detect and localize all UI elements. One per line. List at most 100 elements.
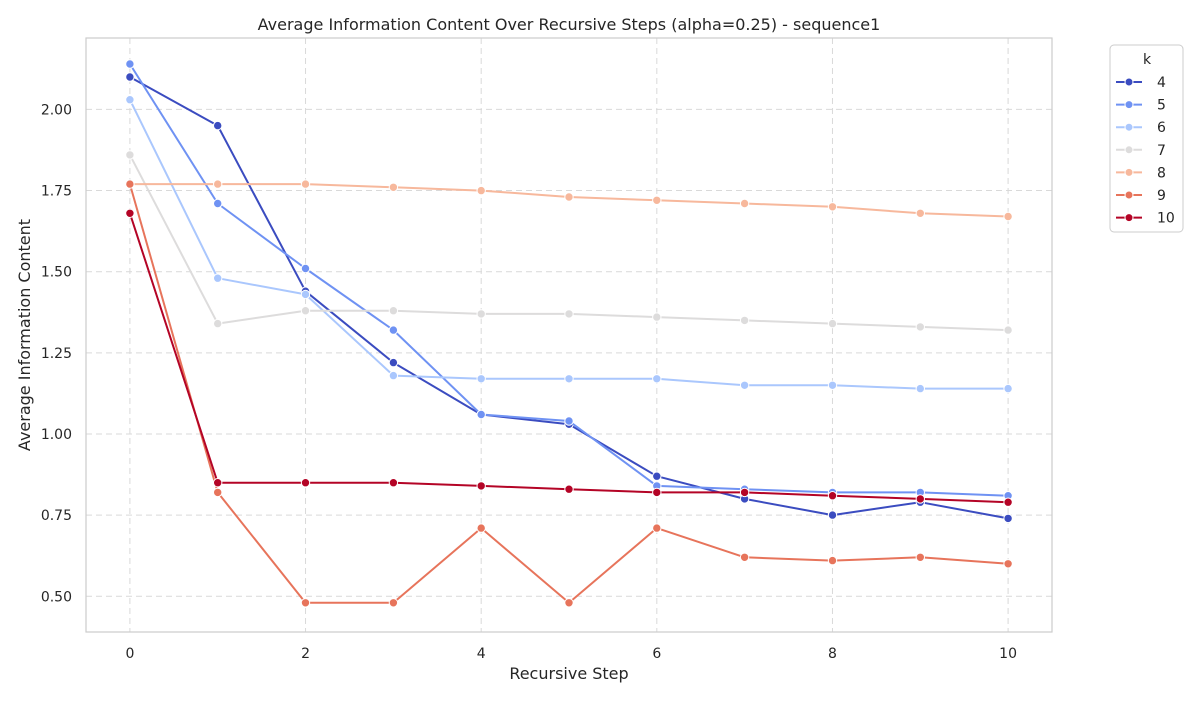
legend-marker	[1124, 122, 1134, 132]
data-point	[739, 552, 750, 562]
data-point	[213, 179, 223, 189]
plot-area-frame	[85, 37, 1053, 633]
data-point	[125, 95, 135, 105]
grid	[86, 38, 1052, 632]
data-point	[564, 416, 574, 426]
data-point	[300, 306, 311, 316]
legend-item-7: 7	[1116, 143, 1166, 159]
y-tick-label: 0.75	[41, 508, 72, 524]
series-line	[128, 183, 1009, 604]
data-point	[827, 491, 838, 501]
data-point	[125, 150, 135, 160]
data-point	[915, 552, 925, 562]
tick-labels: 0 2 4 6 8 10 0.50 0.75 1.00 1.25 1.50 1.75 2.00	[41, 102, 1017, 662]
data-point	[213, 120, 223, 131]
legend-marker	[1124, 167, 1134, 177]
legend-label: 10	[1157, 211, 1175, 227]
x-tick-label: 2	[301, 646, 310, 662]
data-point	[125, 179, 135, 189]
data-point	[739, 198, 750, 209]
data-point	[739, 315, 750, 326]
series-k-9	[125, 179, 1013, 608]
data-point	[125, 72, 135, 82]
y-axis-label: Average Information Content	[15, 219, 34, 451]
data-point	[388, 357, 399, 368]
data-point	[300, 263, 311, 274]
x-tick-label: 6	[652, 646, 661, 662]
x-tick-label: 10	[999, 646, 1017, 662]
data-point	[213, 318, 223, 329]
legend-marker	[1124, 100, 1134, 110]
legend-items: 4 5 6 7 8 9 10	[1116, 75, 1175, 227]
legend-item-6: 6	[1116, 120, 1166, 136]
y-tick-label: 1.50	[41, 265, 72, 281]
series-k-10	[125, 208, 1013, 507]
legend-marker	[1124, 190, 1134, 200]
data-point	[1003, 211, 1013, 222]
legend-item-9: 9	[1116, 188, 1166, 204]
data-point	[915, 494, 925, 504]
data-point	[476, 481, 486, 491]
data-point	[827, 555, 838, 566]
data-point	[739, 487, 750, 498]
series-line	[129, 76, 1009, 520]
legend-marker	[1124, 213, 1134, 223]
data-point	[476, 374, 486, 384]
data-point	[300, 598, 311, 608]
series-line	[128, 212, 1009, 504]
data-point	[476, 409, 486, 420]
data-point	[564, 484, 574, 494]
series-line	[129, 154, 1009, 332]
y-tick-label: 1.25	[41, 346, 72, 362]
data-point	[388, 370, 399, 381]
data-point	[652, 487, 662, 498]
series-line	[129, 63, 1009, 497]
series-k-4	[125, 72, 1013, 524]
legend-marker	[1124, 145, 1134, 155]
data-point	[300, 289, 311, 300]
y-tick-label: 0.50	[41, 589, 72, 605]
x-tick-label: 4	[477, 646, 486, 662]
chart-title: Average Information Content Over Recursi…	[258, 15, 881, 34]
legend-item-4: 4	[1116, 75, 1166, 91]
data-point	[915, 208, 925, 219]
series-line	[129, 99, 1009, 390]
data-point	[388, 598, 399, 608]
x-tick-label: 8	[828, 646, 837, 662]
series-k-8	[125, 179, 1013, 222]
y-tick-label: 1.00	[41, 427, 72, 443]
data-point	[652, 195, 662, 206]
data-point	[652, 523, 662, 533]
legend-label: 9	[1157, 188, 1166, 204]
data-point	[564, 309, 574, 319]
data-point	[300, 478, 311, 488]
data-point	[739, 380, 750, 390]
legend-label: 4	[1157, 75, 1166, 91]
data-point	[213, 198, 223, 209]
data-point	[827, 380, 838, 390]
data-point	[1003, 513, 1013, 524]
series-group	[125, 59, 1013, 608]
data-point	[1003, 383, 1013, 394]
data-point	[213, 273, 223, 283]
data-point	[1003, 497, 1013, 507]
data-point	[564, 598, 574, 608]
legend-label: 5	[1157, 98, 1166, 114]
data-point	[388, 182, 399, 193]
data-point	[1003, 325, 1013, 335]
legend-item-5: 5	[1116, 98, 1166, 114]
data-point	[915, 322, 925, 332]
data-point	[125, 208, 135, 219]
data-point	[476, 185, 486, 196]
series-k-7	[125, 150, 1013, 335]
data-point	[213, 478, 223, 488]
data-point	[388, 325, 399, 335]
legend-item-8: 8	[1116, 165, 1166, 181]
legend-title: k	[1143, 52, 1152, 68]
data-point	[125, 59, 135, 69]
data-point	[652, 374, 662, 384]
legend-item-10: 10	[1116, 211, 1175, 227]
data-point	[827, 202, 838, 212]
